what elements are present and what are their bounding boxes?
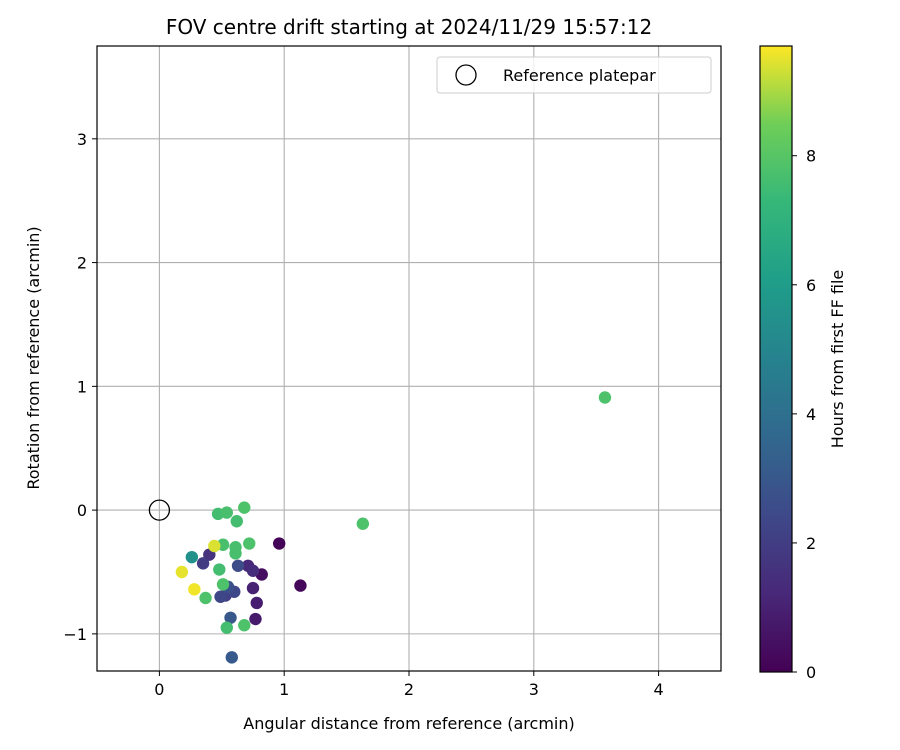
x-tick-label: 1 bbox=[279, 680, 289, 699]
colorbar-ticks: 0 2 4 6 8 bbox=[792, 147, 816, 682]
grid bbox=[97, 46, 721, 671]
data-point bbox=[220, 506, 233, 519]
data-point bbox=[238, 501, 251, 514]
x-axis-ticks: 0 1 2 3 4 bbox=[154, 671, 664, 699]
plot-frame bbox=[96, 45, 722, 672]
data-point bbox=[220, 621, 233, 634]
legend-label: Reference platepar bbox=[503, 66, 656, 85]
x-tick-label: 2 bbox=[404, 680, 414, 699]
colorbar-tick-label: 4 bbox=[806, 405, 816, 424]
y-axis-ticks: −1 0 1 2 3 bbox=[63, 130, 97, 644]
legend-marker-icon bbox=[455, 64, 477, 86]
legend-box bbox=[436, 56, 712, 94]
data-point bbox=[246, 581, 260, 595]
colorbar-tick-label: 2 bbox=[806, 534, 816, 553]
data-point bbox=[224, 611, 237, 624]
y-tick-label: 3 bbox=[77, 130, 87, 149]
colorbar-fill bbox=[760, 46, 792, 672]
colorbar-frame bbox=[759, 45, 793, 673]
y-axis-label: Rotation from reference (arcmin) bbox=[24, 226, 43, 489]
data-point bbox=[243, 537, 256, 550]
colorbar-tick-label: 6 bbox=[806, 276, 816, 295]
data-point bbox=[208, 539, 221, 553]
x-tick-label: 4 bbox=[654, 680, 664, 699]
y-tick-label: 1 bbox=[77, 377, 87, 396]
colorbar-label: Hours from first FF file bbox=[828, 270, 847, 449]
data-point bbox=[273, 537, 286, 550]
data-point bbox=[214, 590, 227, 603]
data-point bbox=[216, 578, 230, 591]
legend: Reference platepar bbox=[436, 56, 712, 94]
data-point bbox=[196, 557, 210, 570]
colorbar-tick-label: 0 bbox=[806, 663, 816, 682]
data-points bbox=[148, 391, 612, 664]
data-point bbox=[225, 651, 238, 664]
y-tick-label: −1 bbox=[63, 625, 87, 644]
data-point bbox=[188, 583, 201, 596]
data-point bbox=[250, 596, 263, 610]
x-axis-label: Angular distance from reference (arcmin) bbox=[243, 714, 574, 733]
data-point bbox=[238, 619, 251, 632]
reference-platepar-marker bbox=[148, 499, 171, 521]
data-point bbox=[356, 517, 370, 530]
data-point bbox=[175, 565, 189, 579]
y-tick-label: 2 bbox=[77, 254, 87, 273]
colorbar-tick-label: 8 bbox=[806, 147, 816, 166]
data-point bbox=[294, 579, 307, 592]
data-point bbox=[246, 564, 260, 577]
data-point bbox=[229, 547, 242, 560]
colorbar: 0 2 4 6 8 Hours from first FF file bbox=[759, 45, 847, 682]
chart-title: FOV centre drift starting at 2024/11/29 … bbox=[166, 15, 652, 39]
x-tick-label: 0 bbox=[154, 680, 164, 699]
data-point bbox=[230, 515, 243, 528]
data-point bbox=[231, 559, 245, 573]
data-point bbox=[249, 612, 262, 626]
data-point bbox=[598, 391, 612, 404]
x-tick-label: 3 bbox=[529, 680, 539, 699]
data-point bbox=[185, 550, 199, 564]
data-point bbox=[199, 591, 212, 605]
y-tick-label: 0 bbox=[77, 501, 87, 520]
data-point bbox=[213, 563, 226, 576]
